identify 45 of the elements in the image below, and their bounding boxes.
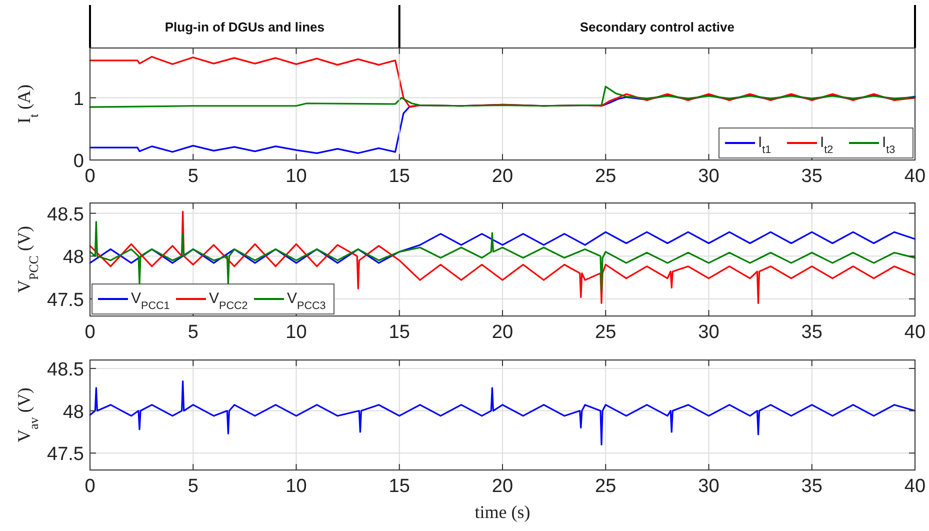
x-tick-label: 10 (286, 322, 307, 343)
legend-label: V$_{PCC1}$ (131, 290, 170, 312)
x-tick-label: 25 (595, 476, 616, 497)
x-tick-label: 15 (388, 322, 410, 343)
legend-label: I$_{t3}$ (882, 134, 896, 156)
x-tick-label: 5 (188, 322, 198, 343)
y-tick-label: 47.5 (47, 444, 84, 466)
x-tick-label: 25 (595, 166, 616, 187)
x-tick-label: 20 (492, 322, 514, 343)
x-tick-label: 30 (698, 322, 720, 343)
y-tick-label: 48 (62, 402, 84, 423)
x-tick-label: 5 (188, 476, 198, 497)
x-tick-label: 25 (595, 322, 616, 343)
x-axis-title: time (s) (474, 502, 530, 522)
y-tick-label: 1 (73, 88, 84, 110)
x-tick-label: 40 (904, 166, 926, 187)
x-tick-label: 35 (801, 166, 822, 187)
legend-label: V$_{PCC3}$ (287, 290, 326, 312)
line-series (89, 231, 916, 264)
legend-label: V$_{PCC2}$ (209, 290, 248, 312)
y-tick-label: 48.5 (47, 359, 84, 380)
legend-label: I$_{t2}$ (820, 134, 834, 156)
line-series (89, 86, 916, 108)
x-tick-label: 5 (188, 166, 198, 187)
x-tick-label: 15 (388, 476, 410, 497)
text: Secondary control active (580, 20, 734, 34)
x-tick-label: 20 (492, 476, 514, 497)
line-series (89, 380, 916, 446)
x-tick-label: 35 (801, 476, 822, 497)
x-tick-label: 35 (801, 322, 822, 343)
line-series (89, 221, 916, 292)
y-tick-label: 48 (62, 247, 84, 268)
legend-label: I$_{t1}$ (758, 134, 772, 156)
x-tick-label: 20 (492, 166, 514, 187)
y-tick-label: 0 (73, 151, 84, 172)
x-tick-label: 40 (904, 476, 926, 497)
y-tick-label: 48.5 (47, 204, 84, 226)
y-tick-label: 47.5 (47, 290, 84, 311)
x-tick-label: 15 (388, 166, 410, 187)
x-tick-label: 30 (698, 166, 720, 187)
x-tick-label: 10 (286, 476, 307, 497)
x-tick-label: 40 (904, 322, 926, 343)
x-tick-label: 30 (698, 476, 720, 497)
text: Plug-in of DGUs and lines (164, 20, 324, 34)
x-tick-label: 10 (286, 166, 307, 187)
